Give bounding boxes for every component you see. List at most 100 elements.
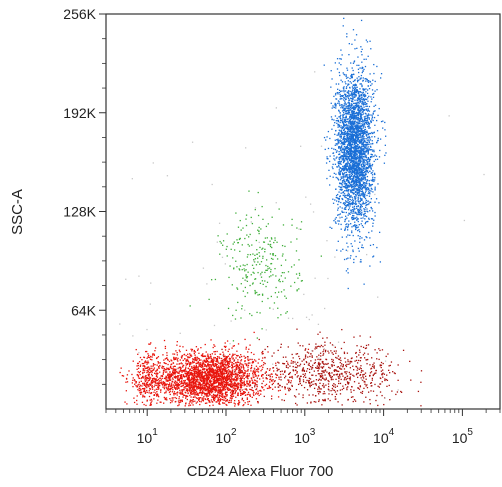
- data-point: [264, 362, 266, 365]
- data-point: [344, 165, 346, 167]
- data-point: [367, 200, 369, 203]
- data-point: [361, 143, 363, 145]
- data-point: [172, 372, 175, 375]
- data-point: [365, 170, 367, 172]
- data-point: [179, 393, 182, 395]
- data-point: [132, 377, 134, 379]
- data-point: [269, 387, 272, 389]
- data-point: [353, 389, 355, 392]
- data-point: [239, 389, 241, 391]
- data-point: [219, 353, 222, 356]
- data-point: [319, 363, 321, 365]
- data-point: [213, 356, 215, 359]
- data-point: [346, 363, 348, 366]
- data-point: [242, 404, 244, 407]
- data-point: [215, 367, 218, 369]
- data-point: [195, 391, 198, 393]
- data-point: [420, 381, 422, 383]
- data-point: [313, 370, 315, 372]
- data-point: [251, 358, 253, 361]
- data-point: [218, 369, 220, 371]
- data-point: [195, 359, 197, 361]
- data-point: [223, 387, 225, 390]
- data-point: [193, 359, 196, 361]
- data-point: [346, 190, 348, 192]
- data-point: [361, 158, 364, 160]
- data-point: [220, 369, 222, 371]
- data-point: [204, 378, 207, 380]
- data-point: [341, 236, 343, 238]
- data-point: [165, 378, 167, 381]
- data-point: [166, 358, 169, 361]
- data-point: [343, 202, 345, 204]
- data-point: [303, 370, 306, 372]
- data-point: [194, 389, 197, 391]
- data-point: [182, 382, 185, 384]
- data-point: [334, 391, 337, 393]
- data-point: [204, 402, 207, 404]
- data-point: [257, 214, 260, 217]
- data-point: [275, 362, 277, 364]
- data-point: [215, 373, 218, 376]
- data-point: [188, 387, 190, 389]
- data-point: [343, 178, 345, 181]
- data-point: [371, 131, 373, 134]
- data-point: [358, 145, 361, 148]
- data-point: [287, 379, 289, 381]
- data-point: [287, 389, 290, 391]
- data-point: [214, 389, 216, 391]
- data-point: [251, 283, 254, 285]
- data-point: [189, 388, 191, 390]
- data-point: [178, 404, 180, 406]
- data-point: [208, 385, 211, 387]
- data-point: [350, 190, 352, 192]
- data-point: [190, 385, 192, 387]
- data-point: [296, 328, 298, 330]
- data-point: [351, 86, 354, 88]
- data-point: [266, 281, 269, 283]
- data-point: [203, 396, 205, 398]
- data-point: [192, 375, 194, 377]
- data-point: [208, 372, 210, 374]
- data-point: [242, 366, 244, 368]
- data-point: [298, 274, 301, 276]
- data-point: [248, 190, 250, 192]
- data-point: [253, 391, 255, 394]
- data-point: [272, 274, 274, 276]
- data-point: [244, 338, 246, 341]
- data-point: [143, 356, 146, 359]
- data-point: [195, 392, 197, 394]
- data-point: [244, 383, 247, 386]
- data-point: [396, 391, 399, 393]
- data-point: [217, 382, 220, 384]
- data-point: [195, 373, 197, 375]
- data-point: [302, 368, 304, 370]
- data-point: [299, 344, 301, 347]
- data-point: [212, 346, 214, 349]
- data-point: [148, 395, 151, 398]
- data-point: [181, 371, 183, 373]
- data-point: [141, 362, 144, 365]
- data-point: [337, 220, 339, 222]
- data-point: [336, 357, 338, 359]
- data-point: [218, 383, 221, 385]
- data-point: [233, 363, 235, 365]
- data-point: [135, 382, 137, 384]
- data-point: [287, 387, 289, 389]
- data-point: [352, 97, 354, 99]
- data-point: [207, 377, 209, 379]
- data-point: [233, 400, 236, 402]
- data-point: [237, 386, 240, 388]
- data-point: [216, 370, 218, 372]
- data-point: [309, 384, 311, 386]
- data-point: [247, 364, 250, 367]
- data-point: [211, 386, 213, 388]
- data-point: [297, 361, 299, 364]
- data-point: [271, 355, 273, 357]
- data-point: [282, 356, 285, 358]
- data-point: [283, 363, 286, 365]
- data-point: [213, 382, 216, 385]
- data-point: [225, 370, 227, 372]
- data-point: [348, 188, 350, 191]
- data-point: [321, 362, 324, 364]
